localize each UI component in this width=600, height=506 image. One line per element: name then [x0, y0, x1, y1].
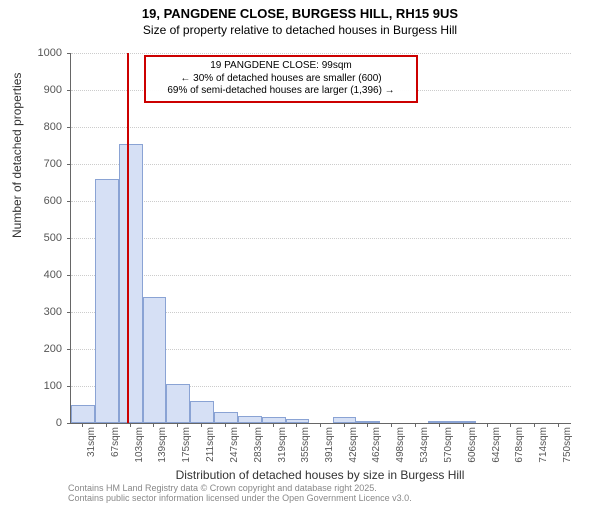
ytick-label: 500 — [44, 232, 62, 244]
gridline — [71, 275, 571, 276]
histogram-bar — [214, 412, 238, 423]
ytick-mark — [67, 275, 71, 276]
ytick-mark — [67, 312, 71, 313]
xtick-label: 462sqm — [371, 427, 382, 463]
xtick-mark — [225, 423, 226, 427]
xtick-label: 678sqm — [514, 427, 525, 463]
attribution-footer: Contains HM Land Registry data © Crown c… — [68, 484, 412, 504]
xtick-label: 750sqm — [562, 427, 573, 463]
ytick-mark — [67, 349, 71, 350]
histogram-bar — [71, 405, 95, 424]
histogram-bar — [238, 416, 262, 423]
histogram-bar — [428, 421, 452, 423]
xtick-mark — [177, 423, 178, 427]
ytick-mark — [67, 238, 71, 239]
xtick-mark — [296, 423, 297, 427]
xtick-mark — [558, 423, 559, 427]
gridline — [71, 127, 571, 128]
xtick-mark — [463, 423, 464, 427]
xtick-label: 103sqm — [134, 427, 145, 463]
ytick-label: 700 — [44, 158, 62, 170]
xtick-mark — [130, 423, 131, 427]
xtick-label: 139sqm — [157, 427, 168, 463]
plot-region — [70, 53, 571, 424]
info-line-1: 19 PANGDENE CLOSE: 99sqm — [152, 60, 410, 73]
gridline — [71, 238, 571, 239]
ytick-label: 800 — [44, 121, 62, 133]
ytick-mark — [67, 127, 71, 128]
footer-line-2: Contains public sector information licen… — [68, 494, 412, 504]
xtick-mark — [391, 423, 392, 427]
chart-title: 19, PANGDENE CLOSE, BURGESS HILL, RH15 9… — [0, 6, 600, 21]
xtick-mark — [487, 423, 488, 427]
x-axis-label: Distribution of detached houses by size … — [70, 468, 570, 482]
ytick-mark — [67, 53, 71, 54]
xtick-label: 283sqm — [253, 427, 264, 463]
ytick-label: 900 — [44, 84, 62, 96]
info-line-3: 69% of semi-detached houses are larger (… — [152, 85, 410, 98]
ytick-label: 400 — [44, 269, 62, 281]
ytick-label: 0 — [56, 417, 62, 429]
xtick-mark — [415, 423, 416, 427]
property-info-box: 19 PANGDENE CLOSE: 99sqm ← 30% of detach… — [144, 55, 418, 103]
xtick-mark — [106, 423, 107, 427]
histogram-bar — [190, 401, 214, 423]
xtick-mark — [534, 423, 535, 427]
xtick-label: 714sqm — [538, 427, 549, 463]
ytick-mark — [67, 386, 71, 387]
ytick-label: 100 — [44, 380, 62, 392]
xtick-mark — [153, 423, 154, 427]
histogram-bar — [333, 417, 356, 423]
xtick-mark — [320, 423, 321, 427]
histogram-bar — [119, 144, 143, 423]
xtick-label: 642sqm — [491, 427, 502, 463]
ytick-mark — [67, 201, 71, 202]
xtick-label: 570sqm — [443, 427, 454, 463]
xtick-label: 67sqm — [110, 427, 121, 457]
gridline — [71, 164, 571, 165]
ytick-label: 1000 — [38, 47, 62, 59]
xtick-label: 498sqm — [395, 427, 406, 463]
y-axis-label: Number of detached properties — [10, 73, 24, 238]
gridline — [71, 201, 571, 202]
xtick-label: 211sqm — [205, 427, 216, 462]
xtick-label: 606sqm — [467, 427, 478, 463]
histogram-bar — [95, 179, 119, 423]
xtick-label: 319sqm — [277, 427, 288, 463]
histogram-bar — [166, 384, 190, 423]
xtick-mark — [201, 423, 202, 427]
xtick-mark — [510, 423, 511, 427]
info-line-2: ← 30% of detached houses are smaller (60… — [152, 73, 410, 86]
ytick-label: 200 — [44, 343, 62, 355]
ytick-label: 300 — [44, 306, 62, 318]
xtick-label: 175sqm — [181, 427, 192, 463]
xtick-mark — [367, 423, 368, 427]
xtick-label: 391sqm — [324, 427, 335, 463]
ytick-label: 600 — [44, 195, 62, 207]
ytick-mark — [67, 423, 71, 424]
xtick-mark — [439, 423, 440, 427]
histogram-chart: 19 PANGDENE CLOSE: 99sqm ← 30% of detach… — [70, 53, 570, 423]
chart-subtitle: Size of property relative to detached ho… — [0, 23, 600, 37]
gridline — [71, 53, 571, 54]
xtick-label: 534sqm — [419, 427, 430, 463]
ytick-mark — [67, 90, 71, 91]
histogram-bar — [143, 297, 167, 423]
xtick-mark — [344, 423, 345, 427]
property-marker-line — [127, 53, 129, 423]
xtick-mark — [249, 423, 250, 427]
xtick-label: 31sqm — [86, 427, 97, 457]
ytick-mark — [67, 164, 71, 165]
xtick-label: 355sqm — [300, 427, 311, 463]
xtick-label: 247sqm — [229, 427, 240, 463]
xtick-label: 426sqm — [348, 427, 359, 463]
xtick-mark — [82, 423, 83, 427]
xtick-mark — [273, 423, 274, 427]
